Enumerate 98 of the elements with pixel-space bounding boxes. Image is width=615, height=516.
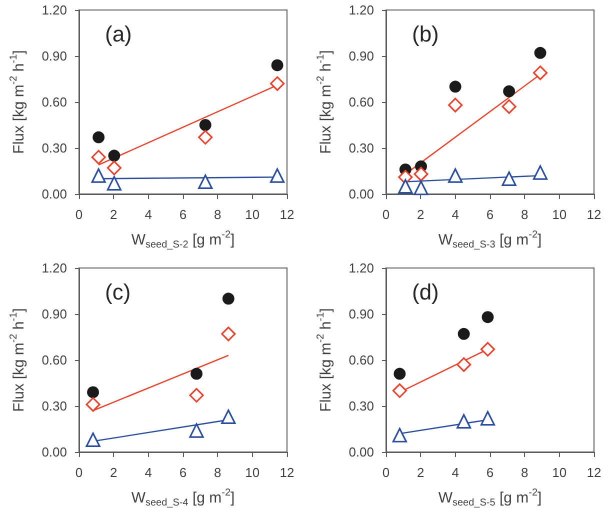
y-axis-title: Flux [kg m-2 h-1] [316,308,334,412]
x-tick-label: 10 [552,207,567,222]
text: (d) [412,280,439,304]
y-axis-title: Flux [kg m-2 h-1] [316,50,334,154]
y-axis-title: Flux [kg m-2 h-1] [8,50,28,154]
point [392,428,407,442]
point [398,179,413,194]
x-tick-label: 12 [586,207,602,222]
point [534,46,546,59]
x-tick-label: 12 [280,207,294,222]
x-tick-label: 2 [417,465,424,480]
x-tick-label: 2 [417,207,424,222]
point [190,368,203,380]
point [448,98,463,112]
y-tick-label: 0.30 [42,398,67,414]
point [189,423,204,438]
x-tick-label: 8 [214,465,222,480]
x-tick-label: 0 [75,465,83,480]
point [91,150,106,164]
y-tick-label: 0.30 [42,140,67,156]
point [532,165,548,180]
y-tick-label: 0.90 [42,306,67,322]
point [449,80,462,93]
point [271,59,284,72]
point [92,131,105,144]
point [270,76,285,91]
point [87,386,100,398]
y-tick-label: 0.00 [348,444,374,460]
point [189,388,204,403]
point [392,383,407,398]
y-tick-label: 0.00 [42,444,67,460]
point [502,99,516,114]
x-tick-label: 6 [179,465,187,480]
x-tick-label: 12 [280,465,294,480]
x-tick-label: 0 [382,465,390,480]
point [458,328,470,340]
y-tick-label: 0.30 [348,398,374,414]
y-tick-label: 0.00 [42,186,67,202]
text: (b) [412,22,439,46]
x-tick-label: 8 [521,207,528,222]
x-tick-label: 0 [75,207,83,222]
x-tick-label: 4 [144,465,152,480]
y-tick-label: 1.20 [348,260,374,276]
point [480,410,496,426]
y-tick-label: 1.20 [348,2,374,18]
x-tick-label: 8 [521,465,528,480]
point [221,326,236,342]
x-tick-label: 2 [110,207,118,222]
x-tick-label: 4 [144,207,152,222]
point [198,130,213,145]
point [448,168,463,183]
point [221,409,236,424]
y-tick-label: 0.90 [348,48,374,64]
point [502,171,516,186]
x-tick-label: 6 [179,207,187,222]
y-tick-label: 0.60 [348,94,374,110]
y-tick-label: 0.60 [42,94,67,110]
y-tick-label: 1.20 [42,260,67,276]
x-tick-label: 10 [245,465,260,480]
y-axis-title: Flux [kg m-2 h-1] [8,308,28,412]
x-tick-label: 0 [382,207,390,222]
point [198,174,213,190]
x-tick-label: 4 [452,465,459,480]
point [91,168,106,183]
point [86,432,100,448]
point [106,160,122,176]
x-tick-label: 10 [245,207,260,222]
point [480,342,496,357]
point [108,150,120,162]
text: (a) [105,22,132,46]
point [532,66,548,80]
x-tick-label: 2 [110,465,118,480]
y-tick-label: 0.60 [348,352,374,368]
point [456,357,472,372]
point [270,168,285,183]
x-tick-label: 10 [552,465,567,480]
y-tick-label: 0.60 [42,352,67,368]
x-tick-label: 6 [486,465,494,480]
x-tick-label: 6 [486,207,494,222]
y-tick-label: 0.30 [348,140,374,156]
point [199,119,212,131]
y-tick-label: 0.90 [42,48,67,64]
x-tick-label: 4 [452,207,459,222]
point [414,166,428,182]
point [503,85,516,98]
point [106,176,122,191]
point [86,397,100,412]
y-tick-label: 0.90 [348,306,374,322]
x-tick-label: 8 [214,207,222,222]
y-tick-label: 1.20 [42,2,67,18]
point [414,180,428,196]
point [222,292,234,305]
point [394,368,406,380]
point [482,311,494,324]
text: (c) [105,280,131,304]
point [456,414,472,429]
x-tick-label: 12 [586,465,602,480]
y-tick-label: 0.00 [348,186,374,202]
